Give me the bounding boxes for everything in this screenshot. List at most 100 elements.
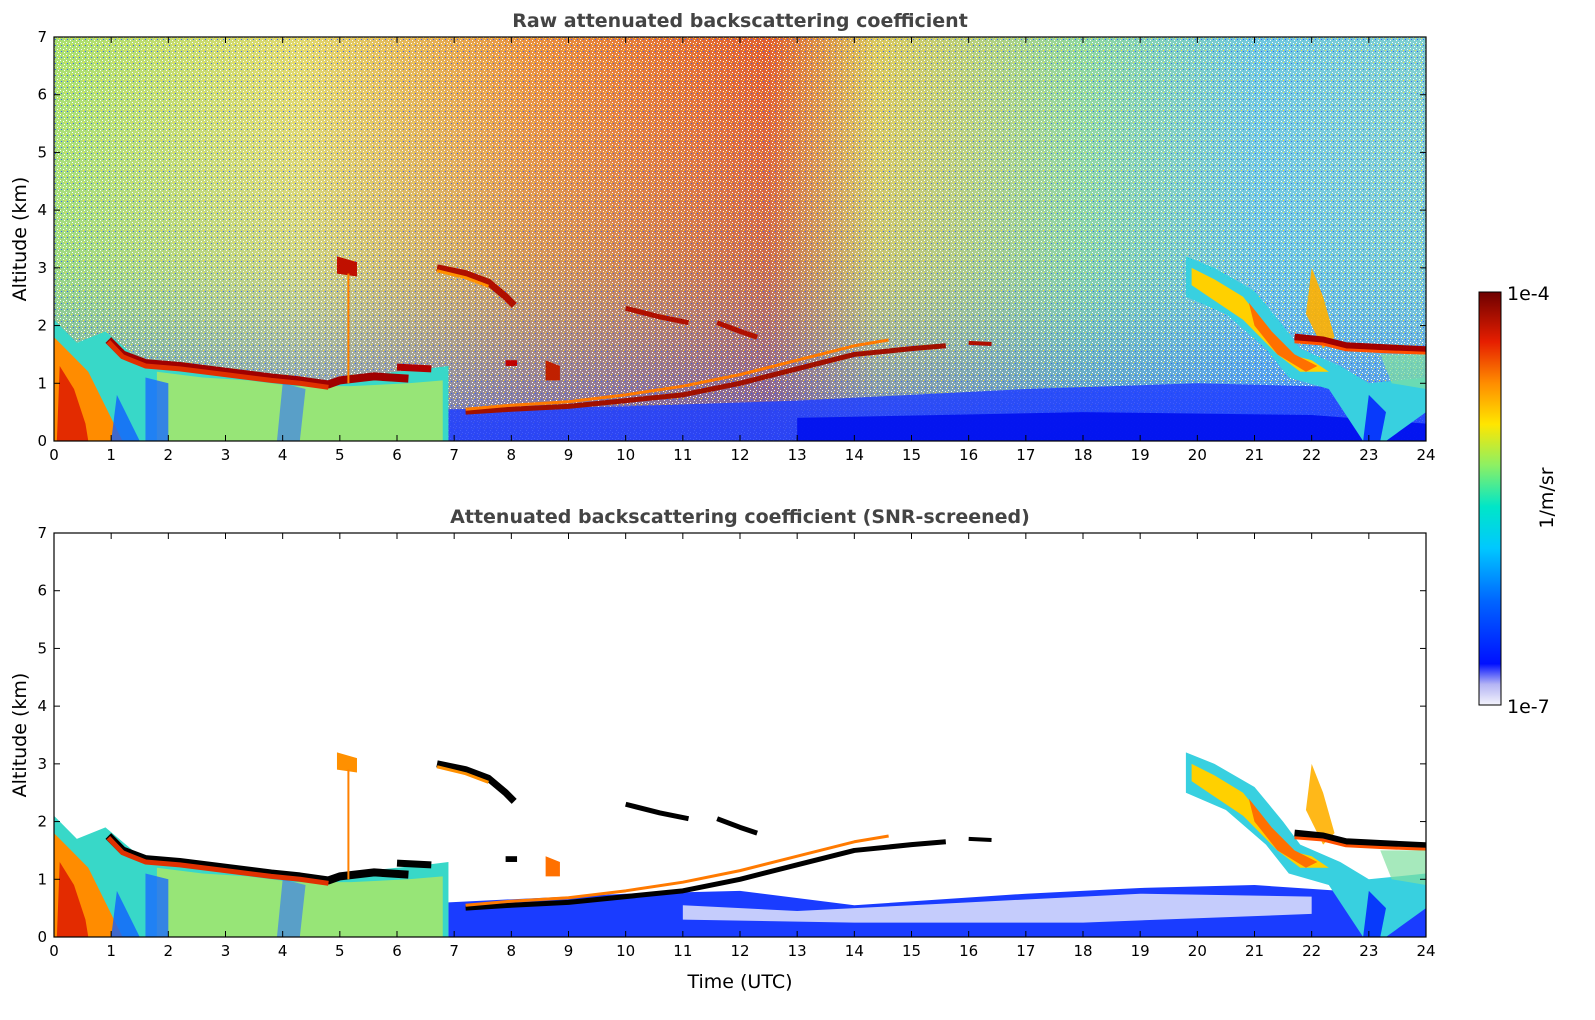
- x-tick-label: 21: [1245, 446, 1264, 464]
- elevated-cloud-7h: [436, 760, 517, 804]
- mid-layer-10h: [625, 305, 690, 326]
- x-tick-label: 2: [164, 446, 174, 464]
- cell-8h: [505, 856, 518, 862]
- panel1-plot-area: [54, 37, 1426, 441]
- morning-blue-streak: [145, 377, 169, 441]
- colorbar-min-label: 1e-7: [1507, 696, 1550, 718]
- x-tick-label: 10: [616, 942, 635, 960]
- evening-low-green: [1380, 850, 1426, 886]
- x-tick-label: 3: [221, 942, 231, 960]
- y-tick-label: 0: [37, 432, 47, 450]
- x-tick-label: 17: [1016, 446, 1035, 464]
- x-tick-label: 5: [335, 446, 345, 464]
- x-tick-label: 22: [1302, 942, 1321, 960]
- evening-gap-blue: [1363, 890, 1386, 937]
- x-tick-label: 4: [278, 942, 288, 960]
- y-tick-label: 0: [37, 928, 47, 946]
- cloud-5h-top: [336, 752, 357, 773]
- y-tick-label: 7: [37, 28, 47, 46]
- x-tick-label: 10: [616, 446, 635, 464]
- early-cloud-red: [56, 365, 89, 441]
- panel2-data: [54, 752, 1426, 937]
- x-tick-label: 6: [392, 446, 402, 464]
- mid-layer-10h: [625, 801, 690, 822]
- morning-cloud-base: [106, 340, 329, 390]
- x-tick-label: 23: [1359, 446, 1378, 464]
- x-tick-label: 7: [449, 942, 459, 960]
- panel2-title: Attenuated backscattering coefficient (S…: [450, 506, 1030, 528]
- panel2-y-ticks: 0 1 2 3 4 5 6 7: [37, 524, 1426, 946]
- panel1-y-axis-label: Altitude (km): [9, 177, 31, 302]
- x-tick-label: 9: [564, 942, 574, 960]
- panel1-data: [54, 256, 1426, 441]
- early-gap-blue: [111, 394, 140, 441]
- x-tick-label: 17: [1016, 942, 1035, 960]
- x-tick-label: 12: [730, 942, 749, 960]
- x-tick-label: 14: [845, 446, 864, 464]
- panel1-x-ticks: 0 1 2 3 4 5 6 7 8 9 10 11 12 13 14 15 16 17 18 19 20 21 22 23 24: [49, 37, 1436, 464]
- panel2-y-axis-label: Altitude (km): [9, 673, 31, 798]
- evening-cloud-top: [1294, 333, 1426, 354]
- y-tick-label: 2: [37, 813, 47, 831]
- x-tick-label: 20: [1188, 942, 1207, 960]
- colorbar-label: 1/m/sr: [1536, 467, 1558, 528]
- mid-layer-12h: [716, 816, 758, 836]
- evening-cloud-top-base: [1294, 340, 1426, 355]
- elevated-cloud-7h-edge: [436, 765, 489, 784]
- x-tick-label: 20: [1188, 446, 1207, 464]
- x-tick-label: 13: [788, 446, 807, 464]
- x-tick-label: 13: [788, 942, 807, 960]
- y-tick-label: 4: [37, 201, 47, 219]
- cell-8h: [505, 360, 518, 366]
- morning-blue-streak-2: [276, 879, 306, 937]
- x-tick-label: 14: [845, 942, 864, 960]
- x-tick-label: 8: [507, 446, 517, 464]
- evening-low-green: [1380, 354, 1426, 390]
- surface-aerosol-dense: [797, 412, 1426, 441]
- early-gap-blue: [111, 890, 140, 937]
- panel2-x-ticks: 0 1 2 3 4 5 6 7 8 9 10 11 12 13 14 15 16 17 18 19 20 21 22 23 24: [49, 533, 1436, 960]
- colorbar-max-label: 1e-4: [1507, 283, 1550, 305]
- evening-cloud-22h: [1305, 267, 1335, 349]
- cell-8-7h: [545, 360, 560, 381]
- rising-cloud-layer-upper: [465, 834, 889, 907]
- y-tick-label: 6: [37, 86, 47, 104]
- cloud-16h: [968, 836, 992, 843]
- x-tick-label: 24: [1416, 446, 1435, 464]
- x-tick-label: 0: [49, 446, 59, 464]
- x-tick-label: 2: [164, 942, 174, 960]
- x-tick-label: 19: [1131, 942, 1150, 960]
- y-tick-label: 3: [37, 755, 47, 773]
- clear-air-weak-signal: [682, 893, 1312, 923]
- panel1-title: Raw attenuated backscattering coefficien…: [512, 10, 968, 32]
- early-cloud-red: [56, 861, 89, 937]
- evening-cloud-top: [1294, 829, 1426, 850]
- evening-cloud-22h: [1305, 763, 1335, 845]
- mid-layer-12h: [716, 320, 758, 340]
- x-tick-label: 15: [902, 942, 921, 960]
- x-tick-label: 6: [392, 942, 402, 960]
- evening-cloud-orange: [1248, 798, 1318, 868]
- x-tick-label: 16: [959, 446, 978, 464]
- x-tick-label: 5: [335, 942, 345, 960]
- colorbar: [1478, 291, 1502, 706]
- cloud-5h-top: [336, 256, 357, 277]
- evening-gap-blue: [1363, 394, 1386, 441]
- x-tick-label: 18: [1073, 446, 1092, 464]
- x-tick-label: 4: [278, 446, 288, 464]
- x-tick-label: 23: [1359, 942, 1378, 960]
- y-tick-label: 2: [37, 317, 47, 335]
- y-tick-label: 5: [37, 639, 47, 657]
- x-tick-label: 3: [221, 446, 231, 464]
- y-tick-label: 5: [37, 143, 47, 161]
- panel2-plot-area: [54, 533, 1426, 937]
- x-tick-label: 19: [1131, 446, 1150, 464]
- elevated-cloud-7h: [436, 264, 517, 308]
- rising-cloud-layer: [465, 839, 947, 911]
- x-tick-label: 9: [564, 446, 574, 464]
- y-tick-label: 1: [37, 870, 47, 888]
- x-tick-label: 22: [1302, 446, 1321, 464]
- x-tick-label: 11: [673, 446, 692, 464]
- x-tick-label: 15: [902, 446, 921, 464]
- x-tick-label: 0: [49, 942, 59, 960]
